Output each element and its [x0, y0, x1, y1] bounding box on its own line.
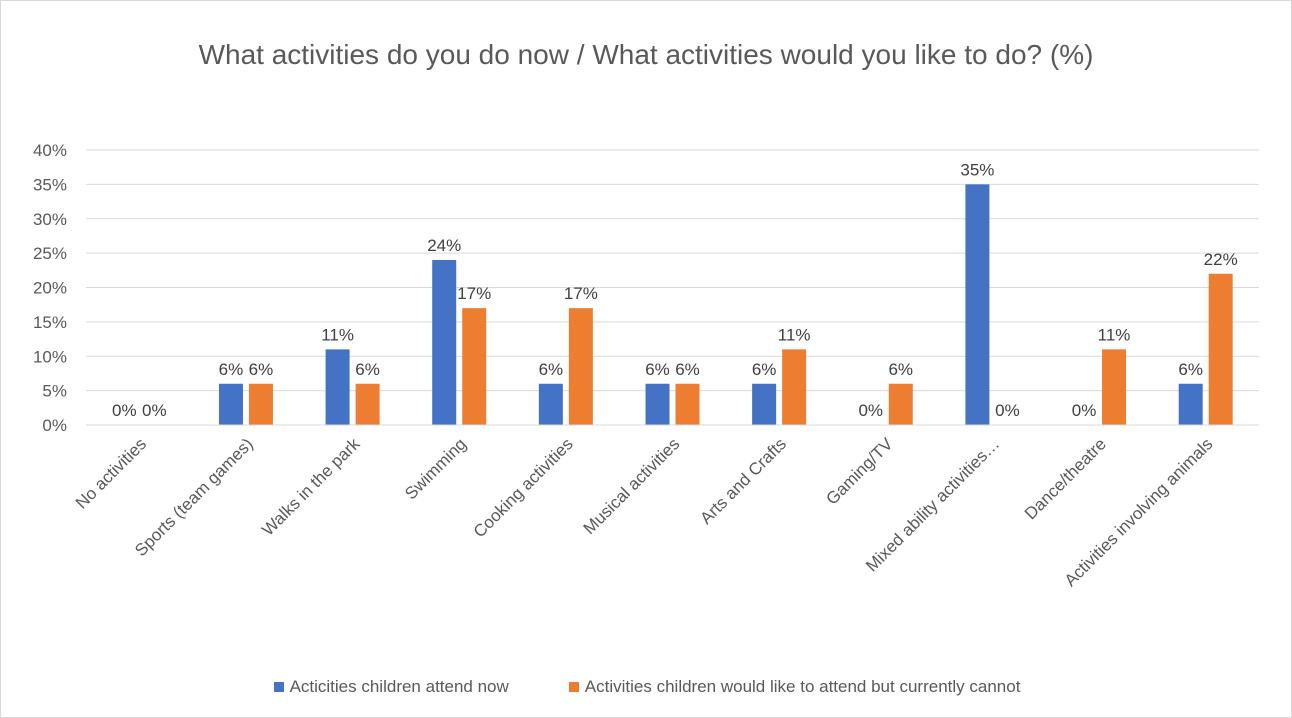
bar-series-1 — [645, 383, 670, 425]
data-label: 6% — [355, 360, 380, 379]
data-label: 0% — [112, 401, 137, 420]
data-label: 11% — [1098, 325, 1131, 344]
data-label: 17% — [457, 284, 491, 303]
bar-series-1 — [965, 184, 990, 425]
legend-item-series-2: Activities children would like to attend… — [568, 677, 1021, 697]
data-label: 6% — [1178, 360, 1203, 379]
legend-item-series-1: Acticities children attend now — [273, 677, 509, 697]
data-label: 6% — [219, 360, 244, 379]
x-category-label: Dance/theatre — [1021, 434, 1110, 523]
data-label: 6% — [645, 360, 670, 379]
data-label: 0% — [995, 401, 1020, 420]
data-label: 0% — [1072, 401, 1097, 420]
x-category-label: Gaming/TV — [822, 434, 897, 509]
data-label: 6% — [752, 360, 777, 379]
bar-series-1 — [218, 383, 243, 425]
y-tick-label: 30% — [33, 210, 67, 229]
x-category-label: Musical activities — [580, 434, 684, 538]
data-label: 11% — [778, 325, 811, 344]
data-label: 0% — [858, 401, 883, 420]
data-label: 6% — [888, 360, 913, 379]
x-category-label: Swimming — [401, 434, 470, 503]
data-label: 22% — [1204, 250, 1238, 269]
y-tick-label: 40% — [33, 141, 67, 160]
data-label: 0% — [142, 401, 167, 420]
bar-series-2 — [782, 349, 807, 425]
y-tick-label: 20% — [33, 279, 67, 298]
bar-series-1 — [752, 383, 777, 425]
chart-legend: Acticities children attend now Activitie… — [1, 677, 1292, 697]
y-tick-label: 0% — [42, 416, 67, 435]
x-category-label: Sports (team games) — [131, 434, 257, 560]
bar-series-1 — [432, 260, 457, 425]
bar-series-2 — [568, 308, 593, 425]
y-tick-label: 35% — [33, 175, 67, 194]
y-tick-label: 5% — [42, 382, 67, 401]
data-label: 11% — [321, 325, 354, 344]
bar-series-1 — [538, 383, 563, 425]
legend-label-series-1: Acticities children attend now — [289, 677, 509, 696]
bar-series-2 — [675, 383, 700, 425]
chart-title: What activities do you do now / What act… — [198, 39, 1094, 70]
data-label: 6% — [539, 360, 564, 379]
bar-series-2 — [355, 383, 380, 425]
bar-series-1 — [325, 349, 350, 425]
y-tick-label: 10% — [33, 347, 67, 366]
data-label: 35% — [960, 160, 994, 179]
bar-series-1 — [1178, 383, 1203, 425]
data-label: 6% — [675, 360, 700, 379]
bar-series-2 — [1208, 273, 1233, 425]
bar-series-2 — [248, 383, 273, 425]
bar-series-2 — [888, 383, 913, 425]
x-category-label: No activities — [72, 434, 150, 512]
data-label: 6% — [249, 360, 274, 379]
bar-series-2 — [462, 308, 487, 425]
y-tick-label: 15% — [33, 313, 67, 332]
x-category-label: Arts and Crafts — [696, 434, 790, 528]
data-label: 24% — [427, 236, 461, 255]
legend-swatch-series-2 — [568, 682, 579, 692]
x-category-label: Walks in the park — [258, 434, 364, 540]
data-label: 17% — [564, 284, 598, 303]
bar-series-2 — [1102, 349, 1127, 425]
legend-swatch-series-1 — [273, 682, 284, 692]
legend-label-series-2: Activities children would like to attend… — [584, 677, 1021, 696]
x-category-label: Cooking activities — [470, 434, 577, 541]
y-tick-label: 25% — [33, 244, 67, 263]
